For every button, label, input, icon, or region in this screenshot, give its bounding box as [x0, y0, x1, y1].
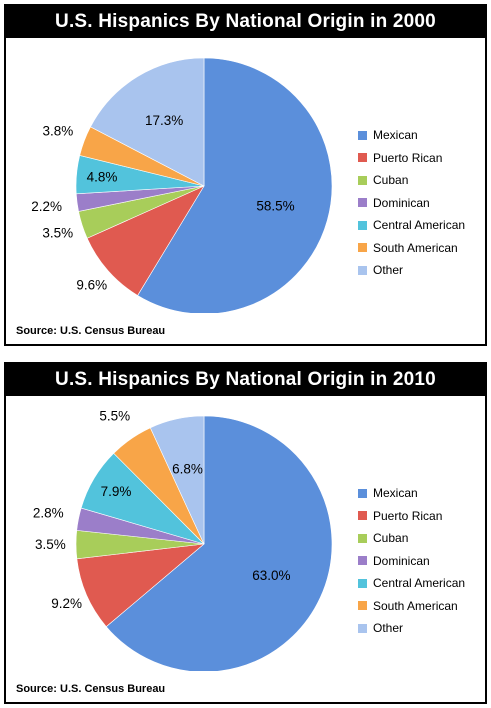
legend-item-puerto-rican: Puerto Rican	[358, 147, 488, 170]
source-note: Source: U.S. Census Bureau	[16, 683, 166, 695]
data-label-dominican: 2.2%	[31, 199, 62, 214]
pie-slice-puerto-rican	[86, 185, 205, 296]
legend-label: South American	[373, 240, 458, 255]
legend-item-other: Other	[358, 259, 488, 282]
legend-swatch	[358, 623, 367, 633]
legend-label: South American	[373, 598, 458, 613]
legend-swatch	[358, 130, 367, 140]
legend-label: Puerto Rican	[373, 508, 443, 523]
legend-swatch	[358, 153, 367, 163]
legend-label: Dominican	[373, 195, 430, 210]
legend-label: Cuban	[373, 531, 409, 546]
data-label-cuban: 3.5%	[35, 537, 66, 552]
legend-item-mexican: Mexican	[358, 482, 488, 505]
legend-swatch	[358, 488, 367, 498]
pie-slice-other	[149, 415, 205, 545]
legend: Mexican Puerto Rican Cuban Dominican Central…	[358, 124, 488, 282]
chart-title: U.S. Hispanics By National Origin in 200…	[6, 6, 485, 38]
legend-swatch	[358, 511, 367, 521]
legend-label: Dominican	[373, 553, 430, 568]
data-label-central-american: 7.9%	[101, 484, 132, 499]
legend-label: Central American	[373, 218, 466, 233]
chart-panel-2000: U.S. Hispanics By National Origin in 200…	[4, 4, 487, 346]
legend-label: Central American	[373, 576, 466, 591]
legend-label: Puerto Rican	[373, 150, 443, 165]
data-label-cuban: 3.5%	[42, 225, 73, 240]
legend-item-cuban: Cuban	[358, 527, 488, 550]
legend-swatch	[358, 175, 367, 185]
legend-label: Mexican	[373, 128, 418, 143]
legend-swatch	[358, 601, 367, 611]
data-label-puerto-rican: 9.6%	[76, 278, 107, 293]
legend-label: Cuban	[373, 173, 409, 188]
data-label-dominican: 2.8%	[33, 506, 64, 521]
chart-title: U.S. Hispanics By National Origin in 201…	[6, 364, 485, 396]
data-label-other: 6.8%	[172, 461, 203, 476]
legend-item-south-american: South American	[358, 237, 488, 260]
legend-swatch	[358, 265, 367, 275]
legend-item-dominican: Dominican	[358, 550, 488, 573]
pie-slice-other	[90, 57, 205, 187]
chart-panel-2010: U.S. Hispanics By National Origin in 201…	[4, 362, 487, 704]
legend-item-central-american: Central American	[358, 572, 488, 595]
legend-swatch	[358, 533, 367, 543]
data-label-south-american: 3.8%	[43, 123, 74, 138]
legend-item-south-american: South American	[358, 595, 488, 618]
data-label-other: 17.3%	[145, 113, 183, 128]
data-label-mexican: 63.0%	[252, 568, 290, 583]
legend-item-puerto-rican: Puerto Rican	[358, 505, 488, 528]
legend-item-mexican: Mexican	[358, 124, 488, 147]
legend: Mexican Puerto Rican Cuban Dominican Central…	[358, 482, 488, 640]
legend-label: Mexican	[373, 486, 418, 501]
data-label-south-american: 5.5%	[99, 408, 130, 423]
legend-item-other: Other	[358, 617, 488, 640]
pie-chart-2010: 63.0% 9.2% 3.5% 2.8% 7.9% 5.5% 6.8%	[33, 408, 333, 671]
legend-swatch	[358, 220, 367, 230]
data-label-puerto-rican: 9.2%	[51, 596, 82, 611]
source-note: Source: U.S. Census Bureau	[16, 325, 166, 337]
legend-swatch	[358, 198, 367, 208]
pie-slice-mexican	[105, 415, 333, 671]
legend-swatch	[358, 556, 367, 566]
legend-item-dominican: Dominican	[358, 192, 488, 215]
data-label-mexican: 58.5%	[256, 198, 294, 213]
legend-item-cuban: Cuban	[358, 169, 488, 192]
pie-chart-2000: 58.5% 9.6% 3.5% 2.2% 4.8% 3.8% 17.3%	[31, 57, 333, 313]
legend-swatch	[358, 578, 367, 588]
legend-item-central-american: Central American	[358, 214, 488, 237]
legend-swatch	[358, 243, 367, 253]
legend-label: Other	[373, 263, 404, 278]
pie-slice-mexican	[137, 57, 333, 313]
data-label-central-american: 4.8%	[87, 169, 118, 184]
legend-label: Other	[373, 621, 404, 636]
